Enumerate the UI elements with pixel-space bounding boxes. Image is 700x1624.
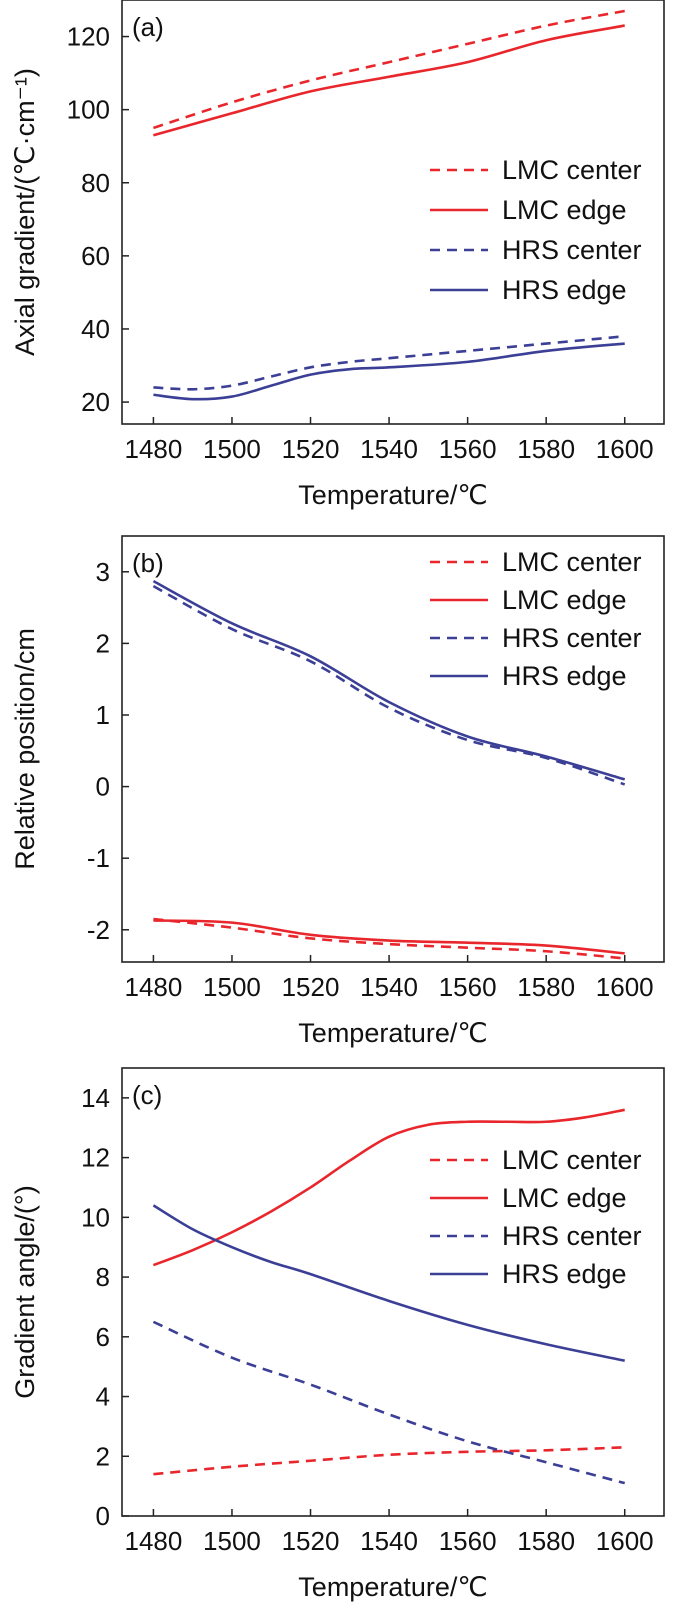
panel-a-y-tick-label: 20: [81, 387, 110, 417]
panel-c-x-tick-label: 1560: [439, 1526, 497, 1556]
panel-b-legend-label-lmc-center: LMC center: [502, 547, 642, 577]
panel-c-y-tick-label: 12: [81, 1143, 110, 1173]
panel-a-legend-label-hrs-center: HRS center: [502, 235, 642, 265]
panel-c-x-tick-label: 1540: [360, 1526, 418, 1556]
panel-b-series-lmc-center-line: [153, 917, 625, 960]
panel-c-legend-label-hrs-edge: HRS edge: [502, 1259, 627, 1289]
panel-c-plot-frame: [121, 1067, 665, 1517]
panel-b-series-lmc-edge-line: [153, 919, 625, 955]
panel-a-y-tick-label: 120: [67, 22, 110, 52]
panel-a-legend-label-lmc-edge: LMC edge: [502, 195, 627, 225]
panel-a-series-hrs-edge-line: [153, 342, 625, 401]
panel-b-y-axis-label: Relative position/cm: [10, 628, 40, 870]
panel-a-x-tick-label: 1520: [282, 434, 340, 464]
panel-c-legend-label-hrs-center: HRS center: [502, 1221, 642, 1251]
panel-b-label: (b): [132, 548, 164, 578]
panel-b-legend: LMC center LMC edge HRS center HRS edge: [430, 547, 642, 691]
panel-b-y-tick-label: -1: [87, 843, 110, 873]
panel-a-y-axis-label: Axial gradient/(℃·cm⁻¹): [10, 68, 40, 356]
panel-b-legend-label-hrs-center: HRS center: [502, 623, 642, 653]
panel-a-x-tick-label: 1500: [203, 434, 261, 464]
panel-c-y-tick-label: 8: [96, 1262, 110, 1292]
panel-a-x-tick-label: 1560: [439, 434, 497, 464]
panel-c-series-lmc-edge-line: [152, 1108, 625, 1267]
panel-b-x-tick-label: 1580: [517, 972, 575, 1002]
panel-b-x-axis-label: Temperature/℃: [298, 1018, 487, 1048]
panel-a-legend-label-hrs-edge: HRS edge: [502, 275, 627, 305]
panel-a-series-lmc-center-line: [153, 9, 625, 130]
panel-c: 1480 1500 1520 1540 1560 1580 1600 0 2 4 6 8 10 12 14 T…: [10, 1067, 665, 1602]
panel-a-x-tick-label: 1600: [596, 434, 654, 464]
panel-a-legend: LMC center LMC edge HRS center HRS edge: [430, 155, 642, 305]
panel-c-x-tick-label: 1500: [203, 1526, 261, 1556]
panel-c-legend-label-lmc-center: LMC center: [502, 1145, 642, 1175]
panel-b-series-hrs-center-line: [152, 584, 626, 786]
panel-b-y-tick-label: 1: [96, 700, 110, 730]
panel-b-series-hrs-edge-line: [152, 579, 626, 781]
panel-c-x-tick-label: 1580: [517, 1526, 575, 1556]
panel-c-x-tick-label: 1480: [124, 1526, 182, 1556]
panel-b-y-tick-label: 2: [96, 628, 110, 658]
panel-c-series-hrs-center-line: [152, 1320, 626, 1485]
panel-b-x-tick-label: 1480: [124, 972, 182, 1002]
panel-a-plot-frame: [121, 0, 665, 425]
panel-b-x-tick-label: 1520: [282, 972, 340, 1002]
panel-a-y-tick-label: 80: [81, 168, 110, 198]
panel-a-y-tick-label: 60: [81, 241, 110, 271]
panel-b-x-tick-label: 1600: [596, 972, 654, 1002]
panel-b: 1480 1500 1520 1540 1560 1580 1600 -2 -1 0 1 2 3 Temp…: [10, 535, 665, 1048]
panel-a-label: (a): [132, 12, 164, 42]
panel-c-x-axis-label: Temperature/℃: [298, 1572, 487, 1602]
panel-c-x-tick-label: 1600: [596, 1526, 654, 1556]
panel-a: 1480 1500 1520 1540 1560 1580 1600 20 40 60 80 100 1…: [10, 0, 665, 510]
panel-a-x-tick-label: 1580: [517, 434, 575, 464]
panel-c-x-tick-label: 1520: [282, 1526, 340, 1556]
panel-b-plot-frame: [121, 535, 665, 963]
panel-c-label: (c): [132, 1080, 162, 1110]
panel-a-x-axis-label: Temperature/℃: [298, 480, 487, 510]
panel-b-x-tick-label: 1540: [360, 972, 418, 1002]
panel-a-legend-label-lmc-center: LMC center: [502, 155, 642, 185]
panel-c-y-tick-label: 2: [96, 1441, 110, 1471]
panel-c-series-hrs-edge-line: [152, 1204, 625, 1362]
panel-a-x-tick-label: 1480: [124, 434, 182, 464]
panel-a-y-tick-label: 40: [81, 314, 110, 344]
panel-b-y-tick-label: -2: [87, 915, 110, 945]
panel-c-y-tick-label: 14: [81, 1083, 110, 1113]
panel-b-legend-label-hrs-edge: HRS edge: [502, 661, 627, 691]
panel-c-series-lmc-center-line: [153, 1446, 625, 1476]
panel-a-y-tick-label: 100: [67, 95, 110, 125]
panel-c-legend-label-lmc-edge: LMC edge: [502, 1183, 627, 1213]
panel-b-y-tick-label: 0: [96, 772, 110, 802]
panel-b-x-tick-label: 1560: [439, 972, 497, 1002]
panel-c-y-tick-label: 4: [96, 1382, 110, 1412]
panel-a-series-hrs-center-line: [153, 334, 625, 391]
panel-c-legend: LMC center LMC edge HRS center HRS edge: [430, 1145, 642, 1289]
panel-c-y-axis-label: Gradient angle/(°): [10, 1185, 40, 1398]
panel-b-x-tick-label: 1500: [203, 972, 261, 1002]
panel-c-y-tick-label: 6: [96, 1322, 110, 1352]
panel-b-y-tick-label: 3: [96, 557, 110, 587]
panel-a-series-lmc-edge-line: [153, 24, 625, 137]
panel-c-y-tick-label: 0: [96, 1501, 110, 1531]
panel-a-x-tick-label: 1540: [360, 434, 418, 464]
panel-b-legend-label-lmc-edge: LMC edge: [502, 585, 627, 615]
panel-c-y-tick-label: 10: [81, 1202, 110, 1232]
